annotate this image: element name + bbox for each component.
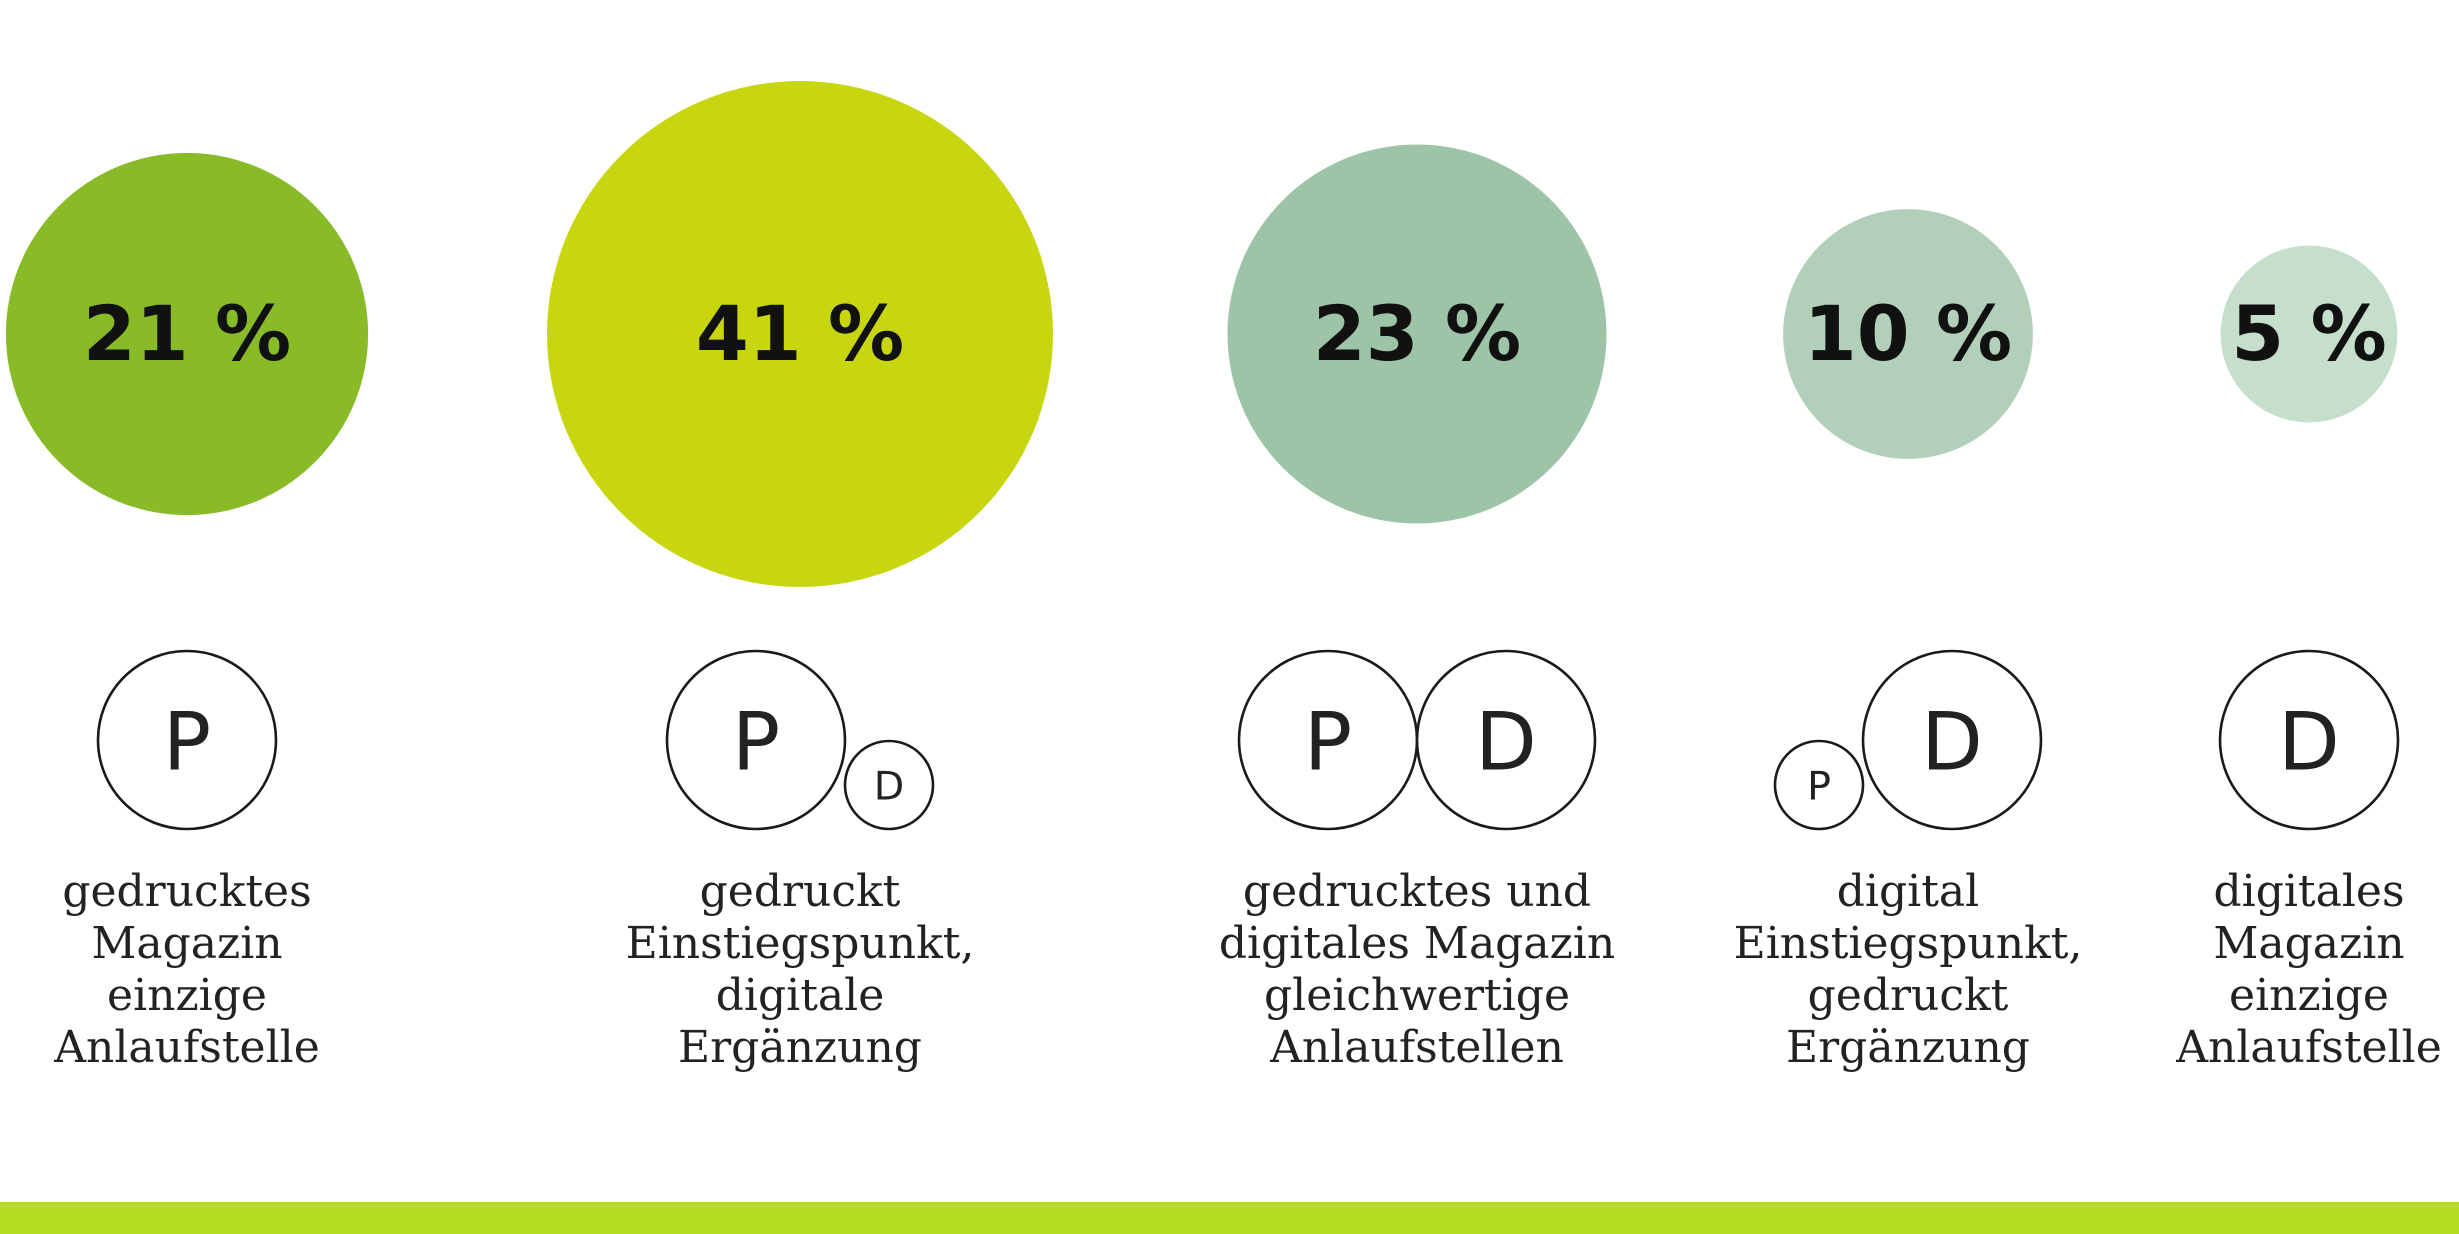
icon-p-3-1: P bbox=[1237, 649, 1419, 831]
category-label-3: gedrucktes und digitales Magazin gleichwer… bbox=[1219, 866, 1615, 1073]
value-label-2: 41 % bbox=[696, 289, 904, 378]
category-labels-group: gedrucktes Magazin einzige Anlaufstelle gedr… bbox=[53, 866, 2442, 1073]
bubble-4 bbox=[1783, 209, 2033, 459]
value-label-4: 10 % bbox=[1804, 289, 2012, 378]
bubble-5 bbox=[2220, 245, 2398, 423]
bubble-1 bbox=[5, 152, 369, 516]
svg-text:P: P bbox=[163, 695, 211, 788]
category-label-4: digital Einstiegspunkt, gedruckt Ergänzung bbox=[1734, 866, 2083, 1073]
icon-d-4-2: D bbox=[1861, 649, 2043, 831]
icon-d-2-2: D bbox=[843, 739, 935, 831]
value-label-3: 23 % bbox=[1313, 289, 1521, 378]
svg-text:D: D bbox=[1921, 695, 1983, 788]
svg-text:D: D bbox=[874, 764, 904, 810]
svg-text:P: P bbox=[1807, 764, 1831, 810]
footer-bar bbox=[0, 1202, 2459, 1234]
category-label-1: gedrucktes Magazin einzige Anlaufstelle bbox=[53, 866, 320, 1073]
svg-text:D: D bbox=[2278, 695, 2340, 788]
icon-d-5-1: D bbox=[2218, 649, 2400, 831]
value-label-1: 21 % bbox=[83, 289, 291, 378]
svg-text:P: P bbox=[1304, 695, 1352, 788]
icon-p-2-1: P bbox=[665, 649, 847, 831]
icon-p-1-1: P bbox=[96, 649, 278, 831]
svg-text:D: D bbox=[1475, 695, 1537, 788]
value-label-5: 5 % bbox=[2231, 289, 2387, 378]
icon-p-4-1: P bbox=[1773, 739, 1865, 831]
category-label-5: digitales Magazin einzige Anlaufstelle bbox=[2175, 866, 2442, 1073]
category-label-2: gedruckt Einstiegspunkt, digitale Ergänzung bbox=[626, 866, 975, 1073]
bubble-3 bbox=[1227, 144, 1607, 524]
svg-text:P: P bbox=[732, 695, 780, 788]
bubble-2 bbox=[547, 81, 1053, 587]
icon-d-3-2: D bbox=[1415, 649, 1597, 831]
bubbles-group: 21 % 41 % 23 % 10 % 5 % bbox=[5, 81, 2398, 587]
